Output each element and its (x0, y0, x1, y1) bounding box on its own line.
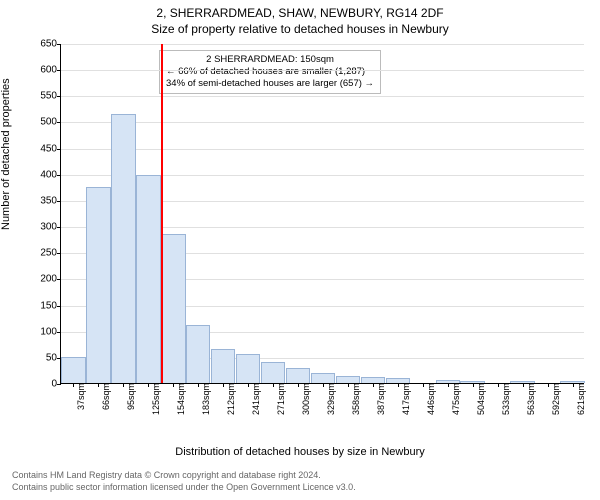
x-tick-mark (398, 383, 399, 387)
histogram-bar (86, 187, 110, 383)
y-tick-mark (57, 227, 61, 228)
chart-title-line1: 2, SHERRARDMEAD, SHAW, NEWBURY, RG14 2DF (0, 6, 600, 20)
plot-area: 2 SHERRARDMEAD: 150sqm← 66% of detached … (60, 44, 584, 384)
annotation-line: 2 SHERRARDMEAD: 150sqm (166, 54, 374, 66)
x-axis-label: Distribution of detached houses by size … (0, 446, 600, 458)
y-axis-label: Number of detached properties (0, 78, 12, 230)
grid-line (61, 70, 584, 71)
grid-line (61, 96, 584, 97)
y-tick-mark (57, 149, 61, 150)
histogram-bar (211, 349, 235, 383)
x-tick-label: 417sqm (398, 383, 411, 415)
histogram-bar (186, 325, 210, 383)
y-tick-mark (57, 253, 61, 254)
x-tick-label: 329sqm (323, 383, 336, 415)
y-tick-mark (57, 384, 61, 385)
histogram-bar (286, 368, 310, 383)
x-tick-label: 358sqm (348, 383, 361, 415)
y-tick-mark (57, 122, 61, 123)
y-tick-mark (57, 70, 61, 71)
x-tick-mark (98, 383, 99, 387)
x-tick-mark (248, 383, 249, 387)
histogram-bar (336, 376, 360, 383)
grid-line (61, 122, 584, 123)
grid-line (61, 149, 584, 150)
x-tick-mark (523, 383, 524, 387)
x-tick-label: 621sqm (573, 383, 586, 415)
annotation-line: ← 66% of detached houses are smaller (1,… (166, 66, 374, 78)
marker-line (161, 44, 163, 383)
x-tick-mark (373, 383, 374, 387)
x-tick-label: 446sqm (423, 383, 436, 415)
y-tick-mark (57, 96, 61, 97)
histogram-bar (111, 114, 135, 383)
x-tick-mark (323, 383, 324, 387)
histogram-bar (161, 234, 185, 383)
x-tick-label: 475sqm (448, 383, 461, 415)
y-tick-mark (57, 306, 61, 307)
chart-container: 2, SHERRARDMEAD, SHAW, NEWBURY, RG14 2DF… (0, 0, 600, 500)
x-tick-mark (73, 383, 74, 387)
chart-title-line2: Size of property relative to detached ho… (0, 22, 600, 36)
x-tick-label: 592sqm (548, 383, 561, 415)
x-tick-label: 241sqm (248, 383, 261, 415)
x-tick-label: 212sqm (223, 383, 236, 415)
x-tick-mark (548, 383, 549, 387)
y-tick-mark (57, 332, 61, 333)
y-tick-mark (57, 44, 61, 45)
x-tick-label: 533sqm (498, 383, 511, 415)
x-tick-label: 387sqm (373, 383, 386, 415)
x-tick-label: 154sqm (173, 383, 186, 415)
x-tick-mark (298, 383, 299, 387)
x-tick-label: 66sqm (98, 383, 111, 410)
histogram-bar (136, 175, 160, 383)
y-tick-mark (57, 201, 61, 202)
y-tick-mark (57, 175, 61, 176)
x-tick-mark (173, 383, 174, 387)
histogram-bar (311, 373, 335, 383)
x-tick-label: 183sqm (198, 383, 211, 415)
x-tick-label: 504sqm (473, 383, 486, 415)
x-tick-label: 95sqm (123, 383, 136, 410)
x-tick-label: 300sqm (298, 383, 311, 415)
x-tick-mark (448, 383, 449, 387)
x-tick-mark (273, 383, 274, 387)
footer-line2: Contains public sector information licen… (12, 482, 356, 492)
footer-line1: Contains HM Land Registry data © Crown c… (12, 470, 321, 480)
x-tick-mark (198, 383, 199, 387)
x-tick-mark (473, 383, 474, 387)
x-tick-mark (148, 383, 149, 387)
x-tick-mark (123, 383, 124, 387)
grid-line (61, 44, 584, 45)
histogram-bar (261, 362, 285, 383)
x-tick-label: 271sqm (273, 383, 286, 415)
x-tick-label: 563sqm (523, 383, 536, 415)
x-tick-label: 37sqm (73, 383, 86, 410)
y-tick-mark (57, 279, 61, 280)
histogram-bar (61, 357, 85, 383)
x-tick-label: 125sqm (148, 383, 161, 415)
histogram-bar (236, 354, 260, 383)
x-tick-mark (573, 383, 574, 387)
x-tick-mark (423, 383, 424, 387)
x-tick-mark (223, 383, 224, 387)
annotation-box: 2 SHERRARDMEAD: 150sqm← 66% of detached … (159, 50, 381, 94)
x-tick-mark (498, 383, 499, 387)
annotation-line: 34% of semi-detached houses are larger (… (166, 78, 374, 90)
x-tick-mark (348, 383, 349, 387)
